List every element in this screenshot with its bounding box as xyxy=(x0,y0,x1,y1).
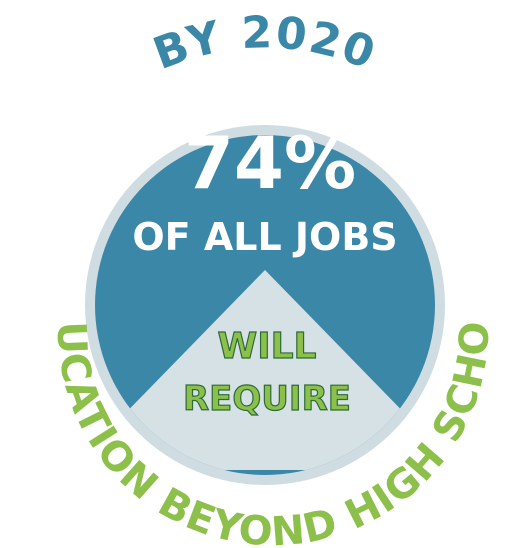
percent-text: 74% xyxy=(184,121,356,205)
verb-line-2: REQUIRE xyxy=(183,379,351,419)
subject-text: OF ALL JOBS xyxy=(132,215,397,259)
top-arc-text: BY 2020 xyxy=(147,7,384,80)
mountain-shape xyxy=(95,270,435,470)
top-arc-textpath: BY 2020 xyxy=(147,7,382,80)
verb-line-1: WILL xyxy=(218,326,317,367)
